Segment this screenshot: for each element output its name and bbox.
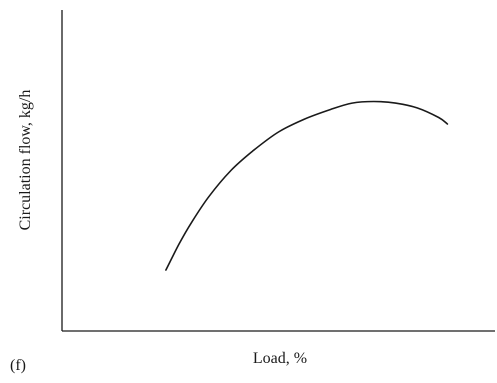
y-axis-label: Circulation flow, kg/h xyxy=(17,90,34,231)
series-line xyxy=(165,100,449,271)
panel-label: (f) xyxy=(10,357,26,374)
x-axis-label: Load, % xyxy=(253,350,307,367)
